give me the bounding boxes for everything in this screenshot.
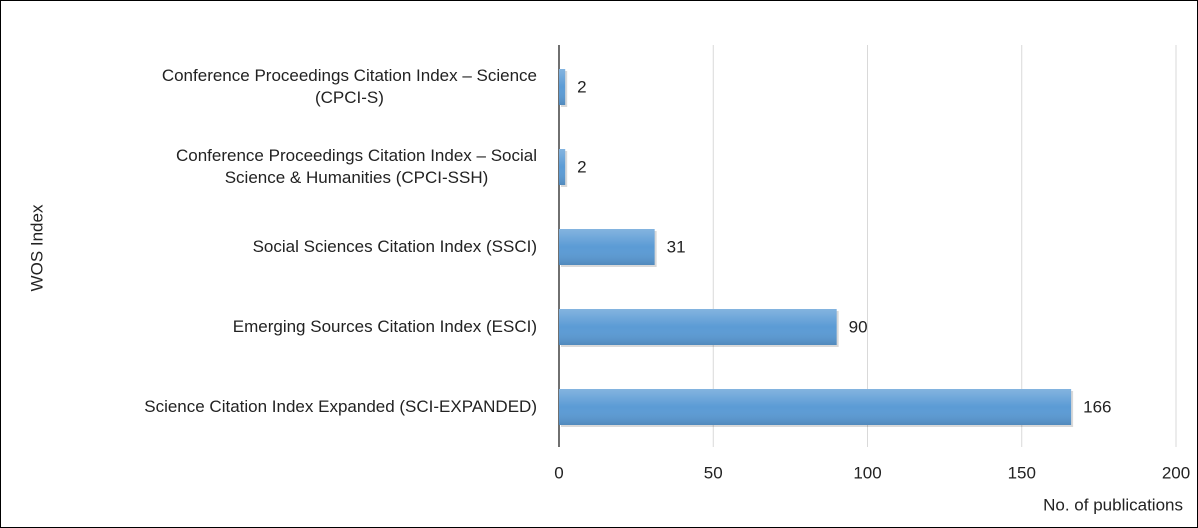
bar-shade (559, 69, 566, 105)
y-tick-label: Conference Proceedings Citation Index – … (176, 146, 537, 187)
data-label: 2 (577, 77, 586, 96)
x-tick-label: 50 (704, 463, 723, 482)
data-label: 2 (577, 157, 586, 176)
bar-shade (559, 309, 837, 345)
x-tick-label: 100 (853, 463, 881, 482)
bar-shade (559, 229, 655, 265)
y-tick-label: Emerging Sources Citation Index (ESCI) (232, 317, 537, 336)
y-tick-label: Science Citation Index Expanded (SCI-EXP… (144, 397, 537, 416)
y-tick-label: Conference Proceedings Citation Index – … (161, 66, 537, 107)
x-tick-label: 200 (1162, 463, 1190, 482)
y-tick-label: Social Sciences Citation Index (SSCI) (252, 237, 537, 256)
x-tick-label: 150 (1008, 463, 1036, 482)
data-label: 90 (849, 317, 868, 336)
bar-shade (559, 149, 566, 185)
x-tick-label: 0 (554, 463, 563, 482)
y-axis-title: WOS Index (27, 204, 46, 291)
bar-shade (559, 389, 1072, 425)
x-axis-title: No. of publications (1043, 495, 1183, 514)
data-label: 166 (1083, 397, 1111, 416)
data-label: 31 (667, 237, 686, 256)
